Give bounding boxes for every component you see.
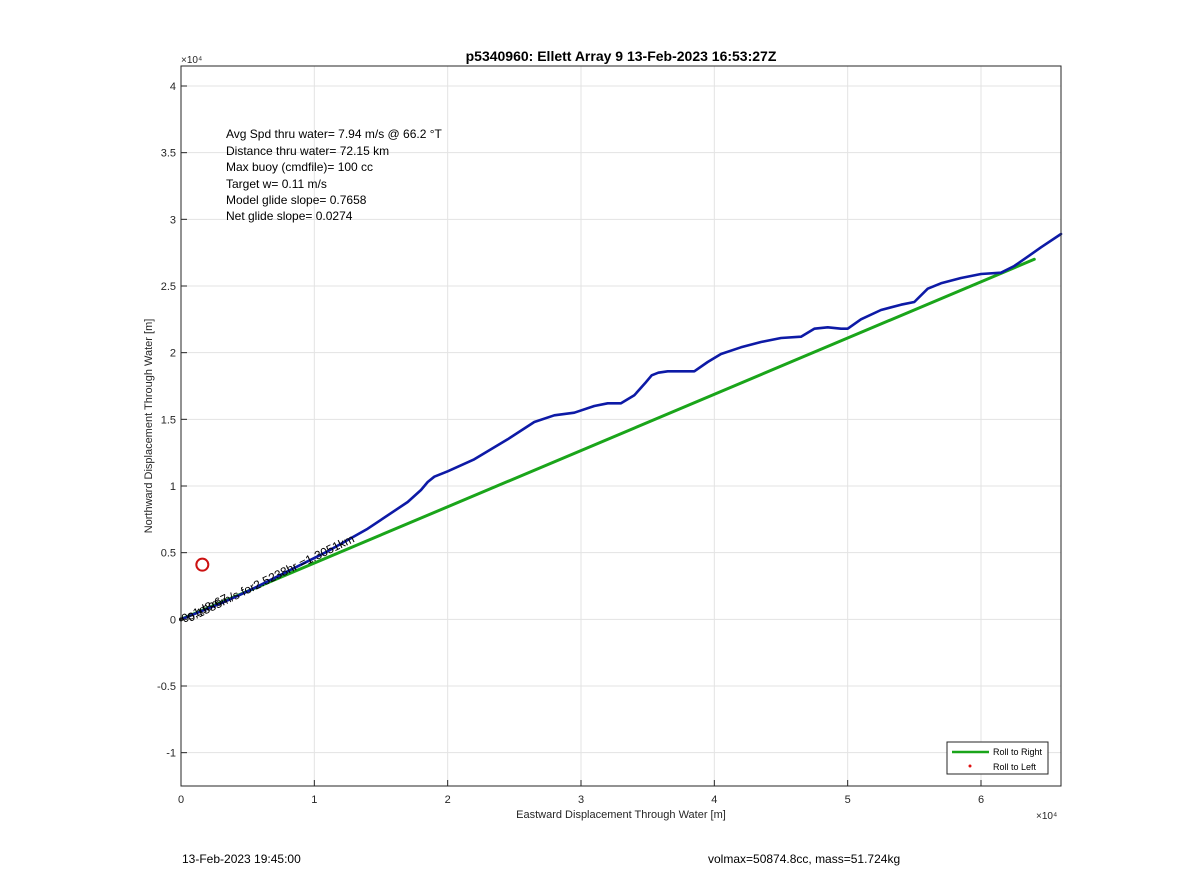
y-tick-label: -1 [166,748,176,760]
series-layer [179,232,1063,621]
x-tick-label: 2 [445,794,451,806]
series-roll-to-right [179,257,1036,621]
y-tick-label: 1 [170,481,176,493]
y-tick-label: 3.5 [161,148,176,160]
plot-frame [180,65,1062,787]
legend-box [946,741,1049,775]
annotation-avg-speed: Avg Spd thru water= 7.94 m/s @ 66.2 °T [226,127,443,141]
y-tick-label: 1.5 [161,414,176,426]
x-tick-label: 6 [978,794,984,806]
annotation-model-glide: Model glide slope= 0.7658 [226,193,367,207]
x-tick-label: 0 [178,794,184,806]
x-axis-ticks: 0 1 2 3 4 5 6 [178,780,984,806]
y-axis-label: Northward Displacement Through Water [m] [143,319,155,534]
x-tick-label: 4 [711,794,717,806]
legend-label-roll-left: Roll to Left [993,762,1037,772]
x-tick-label: 5 [845,794,851,806]
y-axis-exponent: ×10⁴ [181,55,202,66]
legend: Roll to Right Roll to Left [946,741,1049,775]
x-axis-exponent: ×10⁴ [1036,811,1057,822]
y-tick-label: 0 [170,614,176,626]
y-tick-label: 4 [170,81,176,93]
x-axis-label: Eastward Displacement Through Water [m] [516,809,726,821]
legend-swatch-roll-left [968,764,972,768]
annotation-max-buoy: Max buoy (cmdfile)= 100 cc [226,160,373,174]
series-track [179,232,1063,621]
legend-label-roll-right: Roll to Right [993,747,1043,757]
marker-circle [195,557,210,572]
plot-background [181,66,1061,786]
annotation-distance: Distance thru water= 72.15 km [226,144,389,158]
y-tick-label: 3 [170,214,176,226]
x-tick-label: 3 [578,794,584,806]
y-tick-label: 2 [170,348,176,360]
y-tick-label: 2.5 [161,281,176,293]
y-axis-ticks: -1 -0.5 0 0.5 1 1.5 2 2.5 3 3.5 4 [157,81,187,760]
y-tick-label: 0.5 [161,548,176,560]
plot-area [179,65,1063,787]
annotation-net-glide: Net glide slope= 0.0274 [226,209,353,223]
annotation-target-w: Target w= 0.11 m/s [226,177,327,191]
annotation-block: Avg Spd thru water= 7.94 m/s @ 66.2 °T D… [226,127,443,223]
footer-volmax-mass: volmax=50874.8cc, mass=51.724kg [708,852,901,866]
y-tick-label: -0.5 [157,681,176,693]
chart-title: p5340960: Ellett Array 9 13-Feb-2023 16:… [466,48,777,64]
footer-timestamp: 13-Feb-2023 19:45:00 [182,852,301,866]
x-tick-label: 1 [311,794,317,806]
